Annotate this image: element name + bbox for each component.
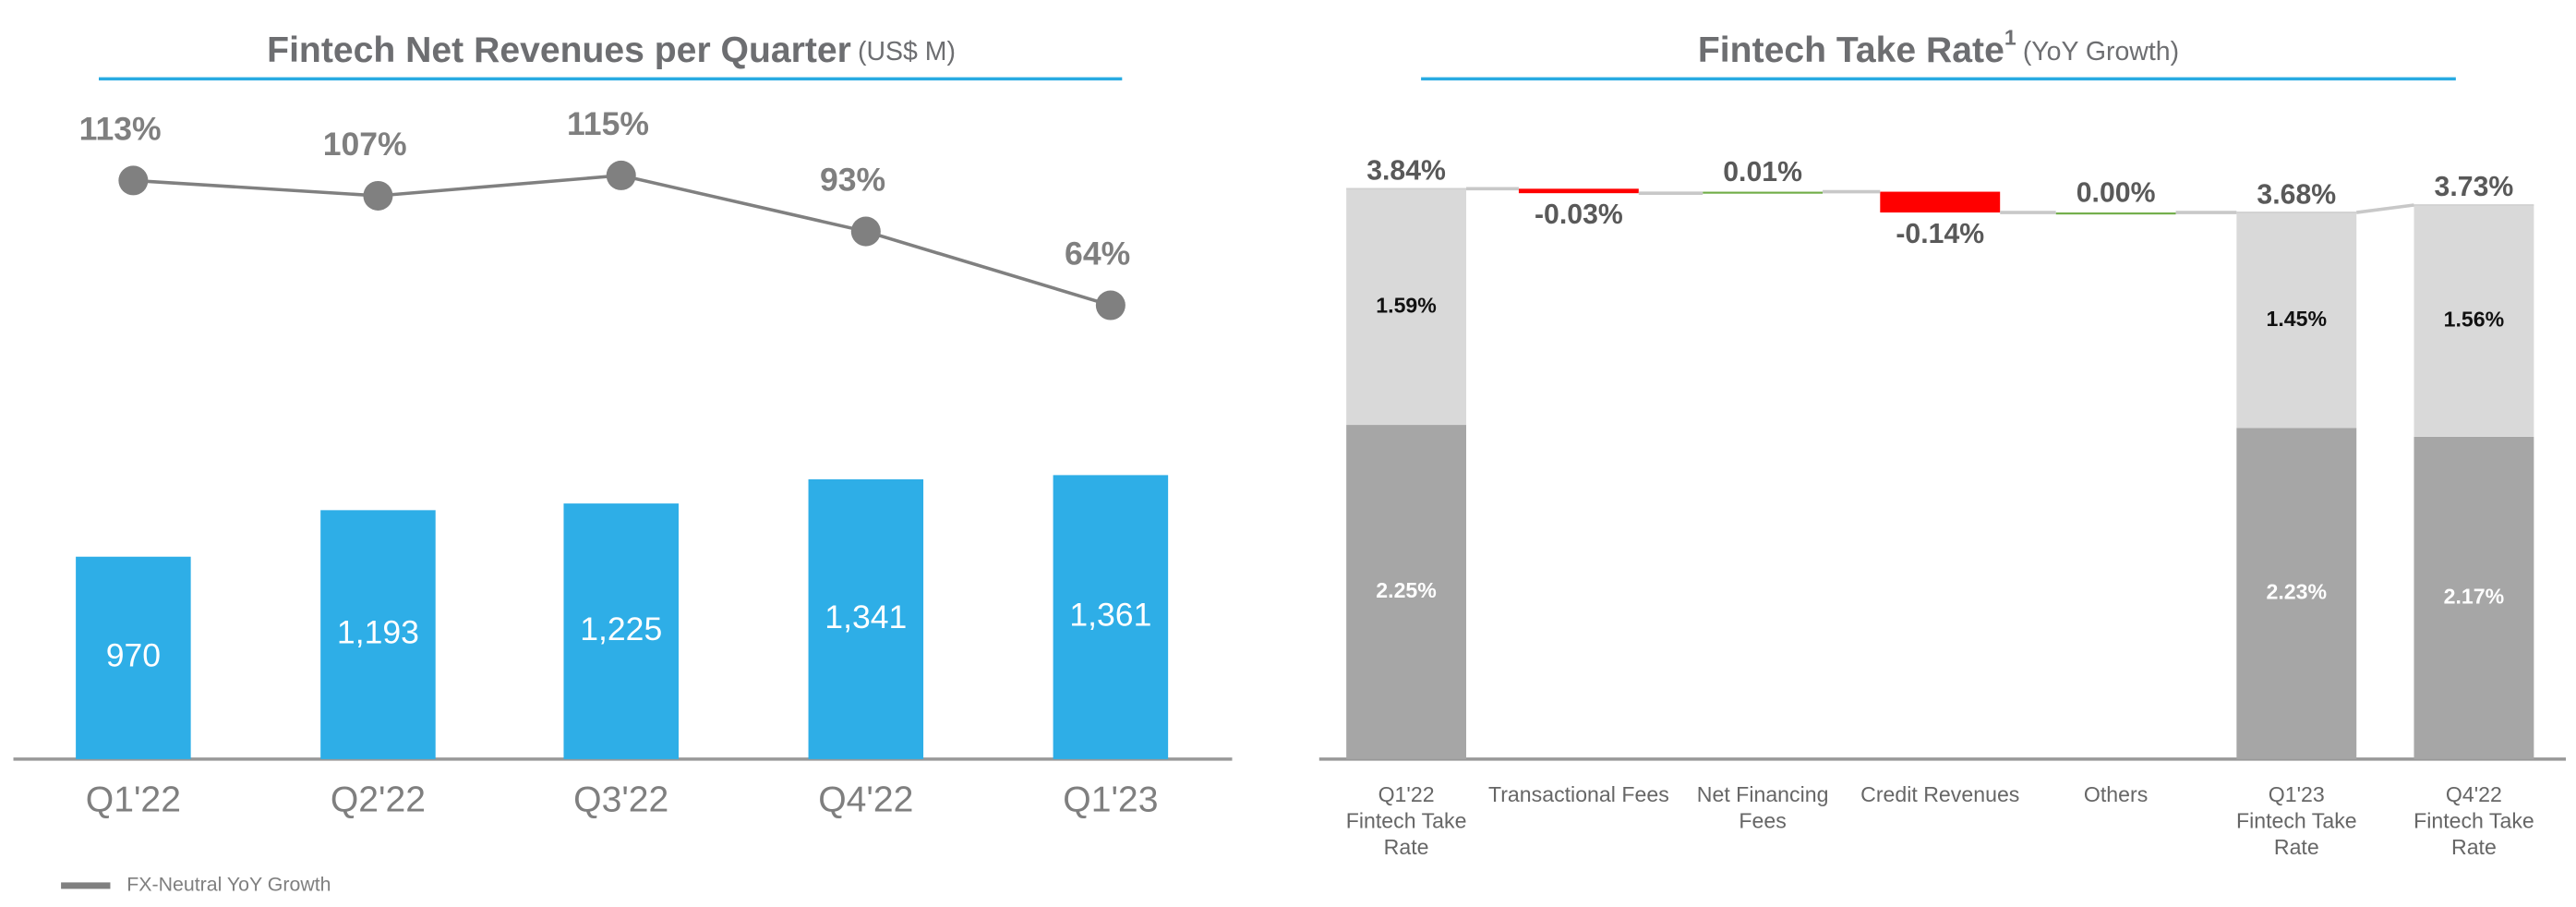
stacked-segment xyxy=(2413,436,2534,759)
segment-label: 2.23% xyxy=(2267,580,2328,604)
stacked-segment xyxy=(2236,212,2357,429)
x-tick-label: Others xyxy=(2083,781,2149,807)
total-label: 3.84% xyxy=(1366,156,1446,187)
segment-label: 2.17% xyxy=(2444,585,2505,609)
line-point xyxy=(606,160,636,190)
x-tick-label-box: Q1'22 Fintech Take Rate xyxy=(1345,781,1467,860)
x-tick-label: Q1'23 Fintech Take Rate xyxy=(2235,781,2357,860)
x-tick-label-box: Credit Revenues xyxy=(1860,781,2020,807)
line-value-label: 93% xyxy=(820,162,885,199)
bar-value-label: 970 xyxy=(106,637,161,674)
subtitle: (US$ M) xyxy=(858,36,956,66)
stacked-segment xyxy=(1346,188,1467,426)
x-tick-label: Q3'22 xyxy=(573,780,668,819)
line-value-label: 64% xyxy=(1065,236,1130,272)
change-bar xyxy=(2055,212,2176,215)
chart-title: Fintech Net Revenues per Quarter (US$ M) xyxy=(267,30,956,70)
bar-value-label: 1,193 xyxy=(337,614,419,651)
line-point xyxy=(363,180,393,211)
bar xyxy=(563,503,679,759)
change-bar xyxy=(1518,188,1639,194)
x-tick-label: Q1'22 xyxy=(86,780,181,819)
x-tick-label: Q2'22 xyxy=(331,780,426,819)
bar xyxy=(76,556,191,759)
bar xyxy=(320,510,436,759)
line xyxy=(133,174,1112,308)
change-label: 0.00% xyxy=(2076,177,2156,208)
total-label: 3.68% xyxy=(2257,179,2336,210)
line-value-label: 115% xyxy=(567,105,649,142)
stacked-segment xyxy=(1346,425,1467,759)
x-tick-label-box: Others xyxy=(2083,781,2149,807)
bar-value-label: 1,225 xyxy=(580,611,662,647)
x-tick-label: Q1'23 xyxy=(1063,780,1158,819)
change-bar xyxy=(1880,191,2001,213)
change-label: -0.03% xyxy=(1535,200,1623,230)
x-tick-label-box: Transactional Fees xyxy=(1487,781,1669,807)
line-value-label: 107% xyxy=(323,126,407,163)
title-superscript: 1 xyxy=(2004,26,2016,50)
x-tick-label-box: Q4'22 Fintech Take Rate xyxy=(2413,781,2534,860)
x-tick-label: Q4'22 Fintech Take Rate xyxy=(2413,781,2534,860)
segment-label: 1.45% xyxy=(2267,307,2328,331)
title-text: Fintech Net Revenues per Quarter xyxy=(267,30,851,70)
stacked-segment xyxy=(2413,205,2534,437)
bar xyxy=(808,478,924,759)
bar-value-label: 1,361 xyxy=(1069,597,1151,634)
total-label: 3.73% xyxy=(2435,172,2514,202)
subtitle: (YoY Growth) xyxy=(2023,36,2179,66)
segment-label: 2.25% xyxy=(1376,578,1437,602)
x-tick-label-box: Net Financing Fees xyxy=(1696,781,1829,833)
stacked-segment xyxy=(2236,428,2357,759)
segment-label: 1.56% xyxy=(2444,308,2505,332)
line-point xyxy=(1095,290,1125,320)
line-value-label: 113% xyxy=(79,110,162,147)
x-tick-label: Q1'22 Fintech Take Rate xyxy=(1345,781,1467,860)
x-tick-label: Q4'22 xyxy=(818,780,913,819)
change-label: 0.01% xyxy=(1723,157,1802,187)
x-tick-label-box: Q1'23 Fintech Take Rate xyxy=(2235,781,2357,860)
x-tick-label: Net Financing Fees xyxy=(1696,781,1829,833)
chart-title: Fintech Take Rate1 (YoY Growth) xyxy=(1698,26,2179,70)
change-label: -0.14% xyxy=(1896,219,1984,249)
connector xyxy=(2356,203,2414,214)
bar-value-label: 1,341 xyxy=(825,599,907,635)
line-point xyxy=(850,216,881,247)
change-bar xyxy=(1703,191,1824,194)
line-point xyxy=(118,165,149,196)
bar xyxy=(1053,475,1169,759)
x-tick-label: Credit Revenues xyxy=(1860,781,2020,807)
title-text: Fintech Take Rate xyxy=(1698,30,2004,70)
x-tick-label: Transactional Fees xyxy=(1487,781,1669,807)
segment-label: 1.59% xyxy=(1376,293,1437,317)
legend-label: FX-Neutral YoY Growth xyxy=(126,874,331,896)
